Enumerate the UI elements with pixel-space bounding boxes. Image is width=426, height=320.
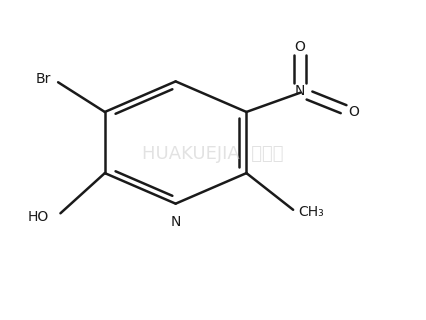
Text: HO: HO — [28, 211, 49, 224]
Text: O: O — [295, 40, 305, 54]
Text: HUAKUEJIA  化学加: HUAKUEJIA 化学加 — [142, 145, 284, 163]
Text: CH₃: CH₃ — [299, 204, 325, 219]
Text: N: N — [295, 84, 305, 98]
Text: Br: Br — [36, 72, 51, 86]
Text: N: N — [170, 215, 181, 229]
Text: O: O — [348, 105, 359, 119]
